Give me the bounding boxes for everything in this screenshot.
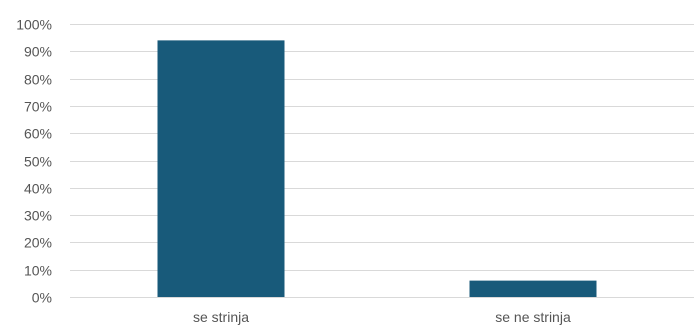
- y-tick-label: 0%: [32, 290, 52, 306]
- y-tick-label: 100%: [16, 17, 52, 33]
- y-tick-label: 50%: [24, 154, 52, 170]
- bar: [157, 40, 285, 297]
- y-tick-label: 80%: [24, 72, 52, 88]
- y-tick-label: 60%: [24, 126, 52, 142]
- y-axis-ticks: 0% 10% 20% 30% 40% 50% 60% 70% 80% 90% 100%: [16, 17, 52, 306]
- x-axis-labels: se strinja se ne strinja: [193, 309, 571, 325]
- bar: [469, 280, 597, 297]
- y-tick-label: 30%: [24, 208, 52, 224]
- y-tick-label: 70%: [24, 99, 52, 115]
- x-category-label: se strinja: [193, 309, 249, 325]
- y-tick-label: 90%: [24, 44, 52, 60]
- y-tick-label: 20%: [24, 235, 52, 251]
- y-tick-label: 10%: [24, 263, 52, 279]
- x-category-label: se ne strinja: [495, 309, 571, 325]
- y-tick-label: 40%: [24, 181, 52, 197]
- bars: [157, 40, 597, 297]
